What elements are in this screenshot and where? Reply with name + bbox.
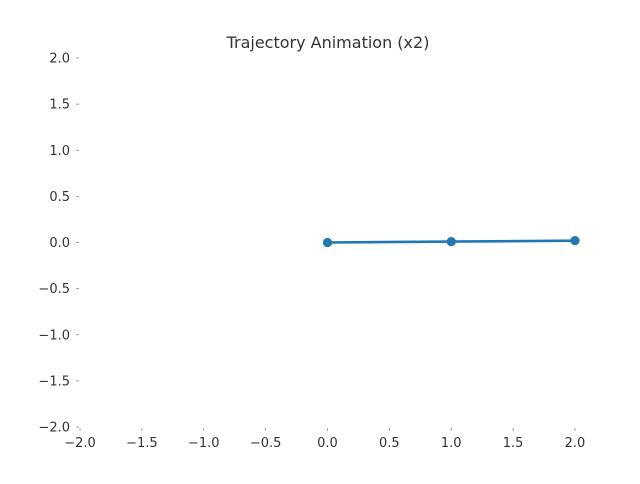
y-axis: 2.0 1.5 1.0 0.5 0.0 −0.5 −1.0 −1.5 −2.0 — [38, 52, 79, 436]
y-tick-label: −1.5 — [38, 374, 70, 389]
chart-title: Trajectory Animation (x2) — [226, 33, 430, 52]
data-point — [446, 236, 456, 247]
y-tick-label: −2.0 — [38, 421, 70, 436]
y-tick-label: 2.0 — [49, 52, 70, 67]
x-axis: −2.0 −1.5 −1.0 −0.5 0.0 0.5 1.0 1.5 2.0 — [64, 428, 585, 451]
x-tick-label: 0.5 — [379, 436, 400, 451]
data-point — [570, 236, 580, 246]
x-tick-label: 0.0 — [317, 436, 338, 451]
y-tick-label: −0.5 — [38, 282, 70, 297]
x-tick-label: −1.5 — [126, 436, 158, 451]
x-tick-label: 1.5 — [503, 436, 524, 451]
y-tick-label: 1.5 — [49, 98, 70, 113]
y-tick-label: 0.0 — [49, 236, 70, 251]
x-tick-label: −0.5 — [250, 436, 282, 451]
y-tick-label: −1.0 — [38, 328, 70, 343]
y-tick-label: 0.5 — [49, 190, 70, 205]
y-tick-label: 1.0 — [49, 144, 70, 159]
x-tick-label: 1.0 — [441, 436, 462, 451]
data-point — [322, 237, 333, 248]
x-tick-label: −1.0 — [188, 436, 220, 451]
plot-area — [322, 236, 580, 248]
x-tick-label: 2.0 — [565, 436, 586, 451]
x-tick-label: −2.0 — [64, 436, 96, 451]
